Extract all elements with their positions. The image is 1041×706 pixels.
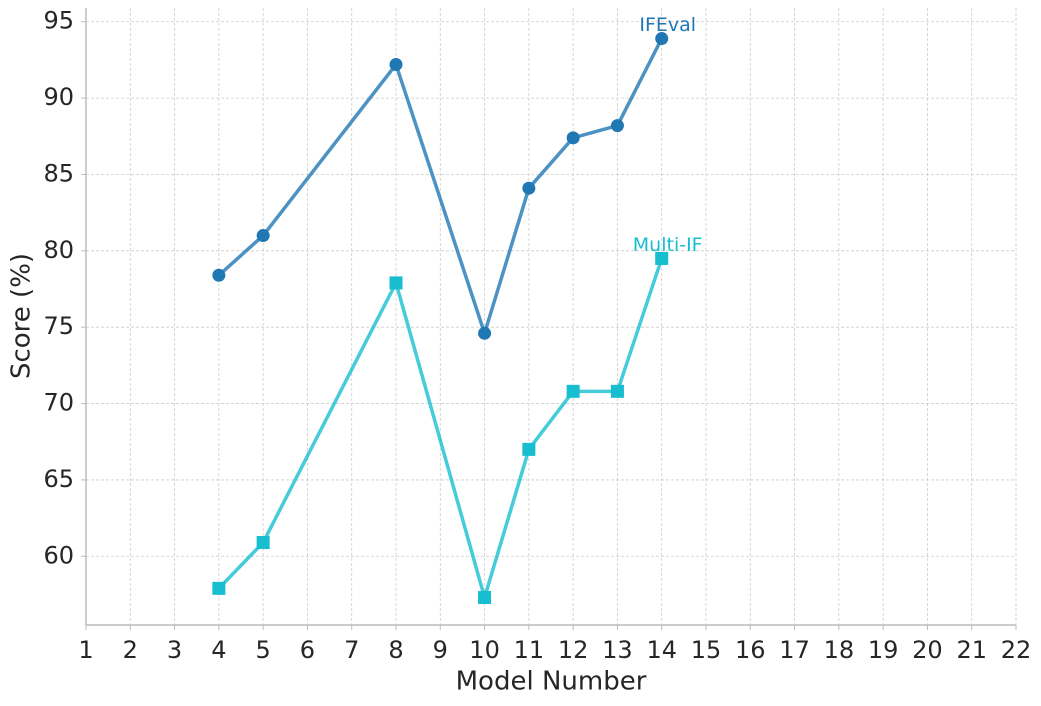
marker	[610, 119, 624, 133]
x-tick-label: 6	[300, 636, 315, 664]
x-tick-label: 15	[691, 636, 722, 664]
x-tick-label: 1	[78, 636, 93, 664]
marker	[566, 384, 580, 398]
x-tick-label: 17	[779, 636, 810, 664]
x-tick-label: 10	[469, 636, 500, 664]
x-axis-label: Model Number	[456, 667, 647, 697]
y-tick-label: 90	[43, 83, 74, 111]
y-tick-label: 60	[43, 541, 74, 569]
x-tick-label: 13	[602, 636, 633, 664]
series-label: IFEval	[639, 14, 696, 36]
x-tick-label: 16	[735, 636, 766, 664]
marker	[522, 442, 536, 456]
series-line	[217, 257, 664, 600]
x-tick-label: 14	[646, 636, 677, 664]
x-tick-label: 18	[824, 636, 855, 664]
marker	[256, 229, 270, 243]
marker	[522, 181, 536, 195]
x-tick-label: 11	[514, 636, 545, 664]
y-axis-label: Score (%)	[7, 253, 37, 379]
marker	[389, 276, 403, 290]
y-tick-label: 80	[43, 236, 74, 264]
y-tick-label: 85	[43, 159, 74, 187]
marker	[478, 591, 492, 605]
y-tick-label: 65	[43, 465, 74, 493]
x-tick-label: 3	[167, 636, 182, 664]
x-tick-label: 20	[912, 636, 943, 664]
marker	[256, 536, 270, 550]
marker	[478, 326, 492, 340]
y-tick-label: 70	[43, 389, 74, 417]
x-tick-label: 7	[344, 636, 359, 664]
marker	[610, 384, 624, 398]
series-line	[217, 37, 664, 336]
x-tick-label: 12	[558, 636, 589, 664]
marker	[566, 131, 580, 145]
marker	[389, 58, 403, 72]
y-tick-label: 95	[43, 7, 74, 35]
marker	[655, 32, 669, 46]
x-tick-label: 21	[956, 636, 987, 664]
y-tick-label: 75	[43, 312, 74, 340]
series-label: Multi-IF	[633, 234, 703, 256]
marker	[212, 581, 226, 595]
x-tick-label: 4	[211, 636, 226, 664]
marker	[212, 268, 226, 282]
x-tick-label: 19	[868, 636, 899, 664]
x-tick-label: 22	[1001, 636, 1032, 664]
x-tick-label: 5	[256, 636, 271, 664]
x-tick-label: 9	[433, 636, 448, 664]
x-tick-label: 2	[123, 636, 138, 664]
marker	[655, 251, 669, 265]
x-tick-label: 8	[388, 636, 403, 664]
